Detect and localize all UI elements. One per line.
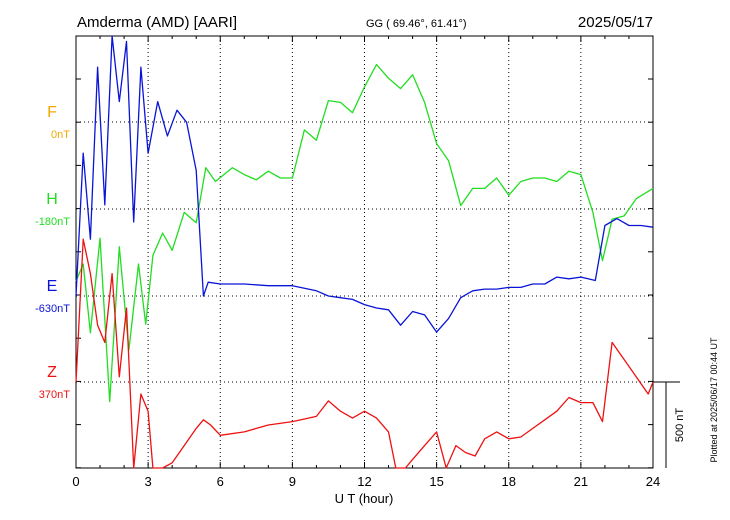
scale-bar-label: 500 nT [674, 408, 686, 443]
axis-ticks [75, 36, 654, 469]
x-tick-label: 12 [357, 474, 371, 489]
channel-label-e: E [47, 278, 58, 295]
grid-lines [76, 36, 653, 468]
x-tick-labels: 0 3 6 9 12 15 18 21 24 [72, 474, 660, 489]
x-tick-label: 15 [429, 474, 443, 489]
channel-baseline-z: 370nT [39, 389, 70, 401]
series-line-e [75, 35, 654, 333]
data-series [75, 35, 654, 469]
scale-bar: 500 nT [653, 381, 686, 468]
channel-baseline-e: -630nT [35, 303, 70, 315]
x-tick-label: 21 [574, 474, 588, 489]
x-tick-label: 9 [289, 474, 296, 489]
x-tick-label: 18 [502, 474, 516, 489]
channel-baseline-h: -180nT [35, 216, 70, 228]
station-coordinates: GG ( 69.46°, 61.41°) [366, 18, 467, 30]
channel-label-z: Z [47, 364, 57, 381]
chart-date: 2025/05/17 [578, 14, 653, 31]
series-line-z [75, 238, 654, 469]
x-tick-label: 24 [646, 474, 660, 489]
series-line-h [75, 63, 654, 403]
x-tick-label: 6 [217, 474, 224, 489]
x-axis-label: U T (hour) [335, 491, 394, 506]
channel-baseline-f: 0nT [51, 129, 70, 141]
channel-label-f: F [47, 104, 57, 121]
channel-label-h: H [46, 191, 58, 208]
plotted-timestamp: Plotted at 2025/06/17 00:44 UT [709, 337, 719, 463]
x-tick-label: 0 [72, 474, 79, 489]
channel-labels: F 0nT H -180nT E -630nT Z 370nT [35, 104, 70, 401]
station-title: Amderma (AMD) [AARI] [77, 14, 237, 31]
x-tick-label: 3 [145, 474, 152, 489]
